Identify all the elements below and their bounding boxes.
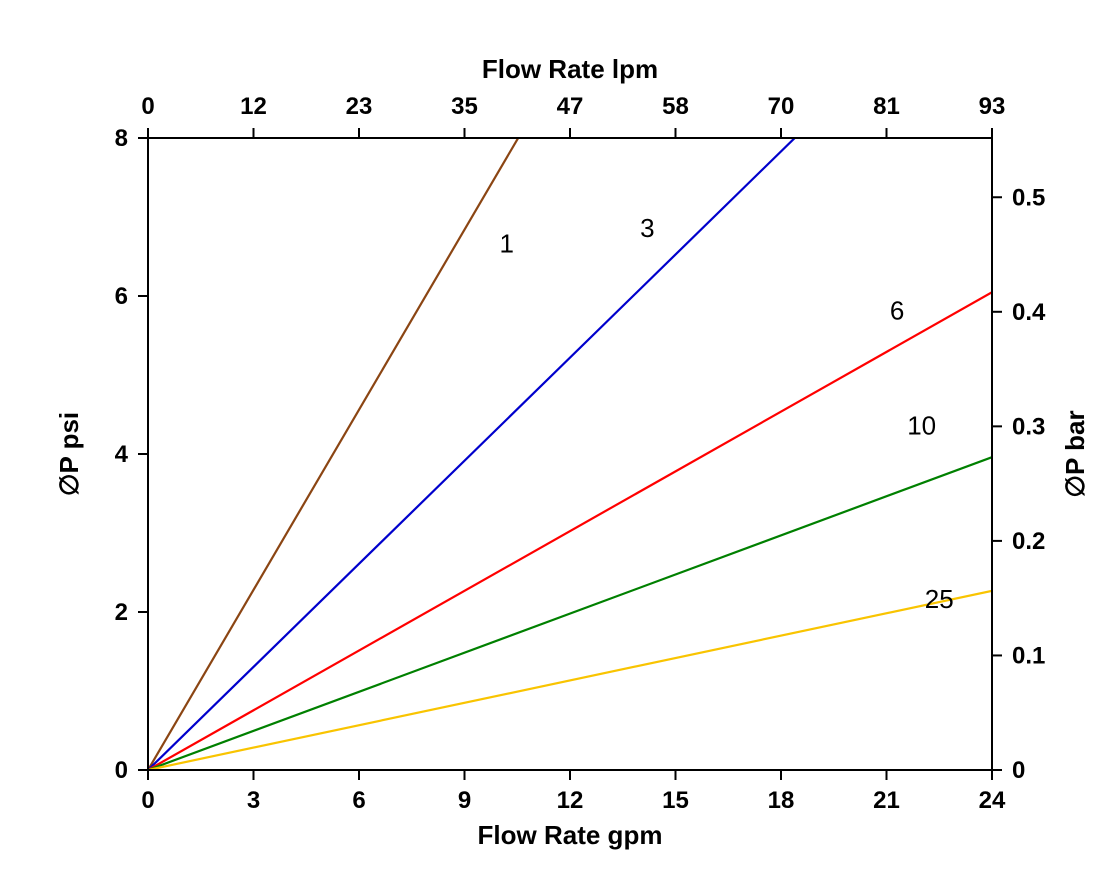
y-left-tick-label: 2 <box>115 599 128 626</box>
x-top-axis-label: Flow Rate lpm <box>482 54 658 84</box>
x-top-tick-label: 47 <box>557 93 584 120</box>
x-top-tick-label: 23 <box>346 93 373 120</box>
x-bottom-tick-label: 15 <box>662 787 689 814</box>
y-right-axis-label: ∅P bar <box>1060 410 1090 497</box>
y-right-tick-label: 0.4 <box>1012 299 1046 326</box>
y-left-tick-label: 4 <box>115 441 129 468</box>
x-top-tick-label: 12 <box>240 93 267 120</box>
x-bottom-tick-label: 18 <box>768 787 795 814</box>
x-bottom-tick-label: 6 <box>352 787 365 814</box>
x-top-tick-label: 81 <box>873 93 900 120</box>
pressure-flow-chart: 03691215182124Flow Rate gpm0122335475870… <box>0 0 1120 886</box>
y-right-tick-label: 0 <box>1012 757 1025 784</box>
x-bottom-axis-label: Flow Rate gpm <box>478 820 663 850</box>
y-right-tick-label: 0.3 <box>1012 413 1045 440</box>
chart-svg: 03691215182124Flow Rate gpm0122335475870… <box>0 0 1120 886</box>
y-right-tick-label: 0.1 <box>1012 642 1045 669</box>
series-label-3: 3 <box>640 213 654 243</box>
x-bottom-tick-label: 21 <box>873 787 900 814</box>
y-left-tick-label: 8 <box>115 125 128 152</box>
x-top-tick-label: 70 <box>768 93 795 120</box>
series-label-10: 10 <box>907 410 936 440</box>
x-top-tick-label: 93 <box>979 93 1006 120</box>
y-left-tick-label: 0 <box>115 757 128 784</box>
x-top-tick-label: 58 <box>662 93 689 120</box>
x-bottom-tick-label: 3 <box>247 787 260 814</box>
series-label-6: 6 <box>890 296 904 326</box>
x-bottom-tick-label: 9 <box>458 787 471 814</box>
y-right-tick-label: 0.2 <box>1012 528 1045 555</box>
series-label-1: 1 <box>499 229 513 259</box>
x-top-tick-label: 0 <box>141 93 154 120</box>
x-bottom-tick-label: 24 <box>979 787 1006 814</box>
series-label-25: 25 <box>925 584 954 614</box>
x-top-tick-label: 35 <box>451 93 478 120</box>
x-bottom-tick-label: 0 <box>141 787 154 814</box>
y-right-tick-label: 0.5 <box>1012 184 1045 211</box>
y-left-axis-label: ∅P psi <box>54 412 84 496</box>
x-bottom-tick-label: 12 <box>557 787 584 814</box>
y-left-tick-label: 6 <box>115 283 128 310</box>
